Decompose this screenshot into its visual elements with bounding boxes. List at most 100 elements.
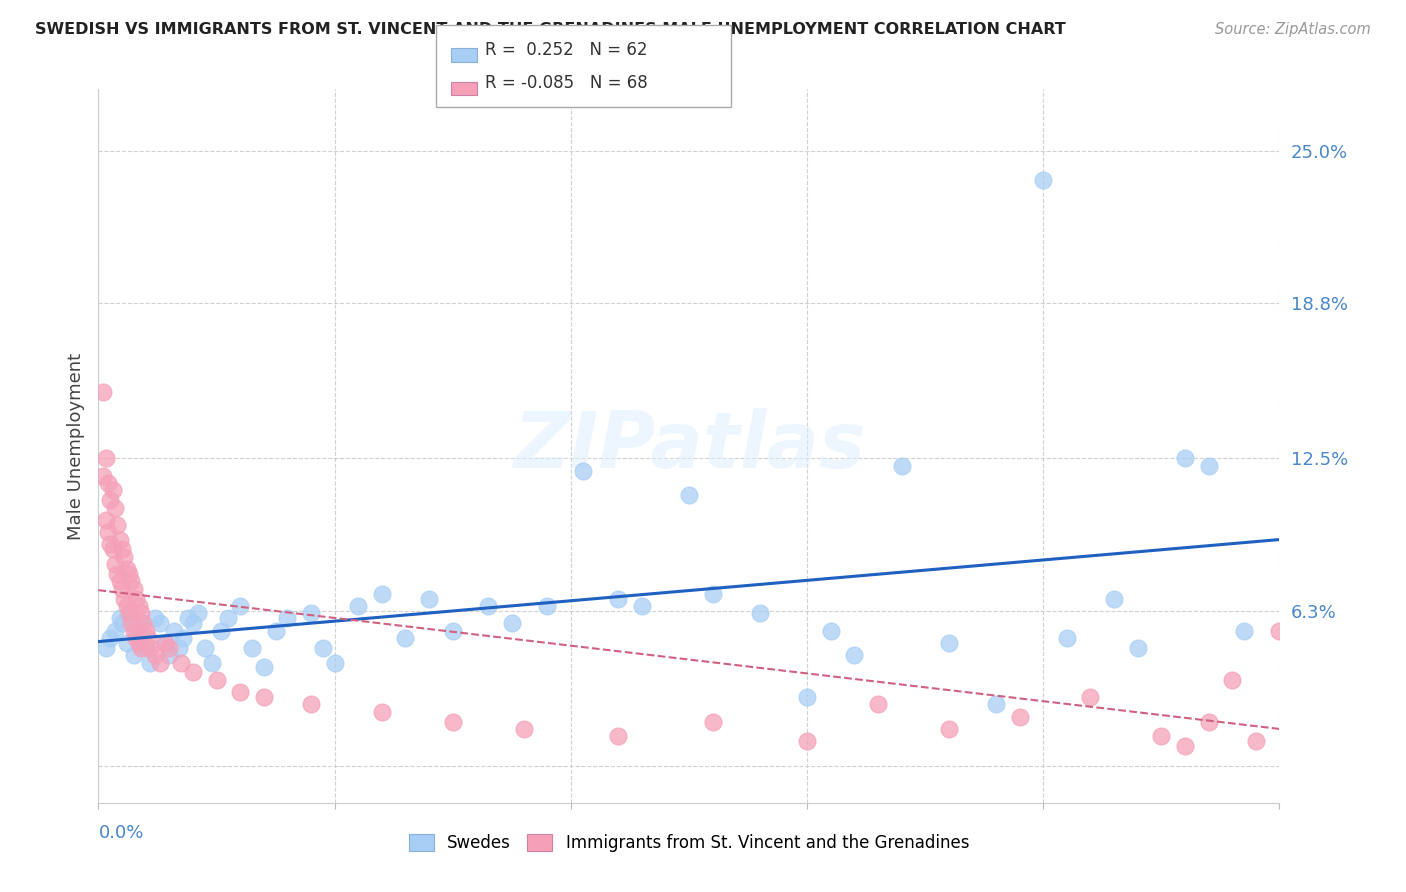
Y-axis label: Male Unemployment: Male Unemployment (66, 352, 84, 540)
Point (1008, 709, 1031, 723)
Point (240, 640, 263, 655)
Point (91, 384, 114, 399)
Point (94, 513, 117, 527)
Point (394, 631, 416, 645)
Point (441, 714, 464, 729)
Point (607, 730, 630, 744)
Point (1032, 173, 1054, 187)
Point (181, 665, 204, 680)
Point (201, 656, 224, 670)
Point (98, 631, 121, 645)
Point (1268, 624, 1291, 638)
Point (170, 656, 193, 670)
Point (748, 607, 770, 621)
Point (630, 599, 652, 613)
Point (108, 533, 131, 547)
Point (108, 574, 131, 589)
Point (129, 640, 152, 655)
Point (702, 587, 724, 601)
Point (128, 636, 150, 650)
Point (121, 574, 143, 589)
Point (276, 611, 298, 625)
Point (1316, 616, 1339, 631)
Point (229, 599, 252, 613)
Point (139, 640, 162, 655)
Point (122, 624, 145, 638)
Text: R =  0.252   N = 62: R = 0.252 N = 62 (485, 41, 648, 59)
Point (125, 631, 148, 645)
Point (111, 542, 134, 557)
Point (1233, 624, 1256, 638)
Point (299, 698, 322, 712)
Point (607, 591, 630, 606)
Point (128, 599, 150, 613)
Point (194, 640, 217, 655)
Point (128, 616, 150, 631)
Point (1244, 734, 1267, 748)
Point (111, 582, 134, 596)
Point (105, 517, 128, 532)
Point (125, 624, 148, 638)
Point (264, 624, 287, 638)
Point (115, 562, 138, 576)
Point (702, 714, 724, 729)
Point (98, 537, 121, 551)
Text: ZIPatlas: ZIPatlas (513, 408, 865, 484)
Point (866, 698, 889, 712)
Point (121, 616, 143, 631)
Point (347, 599, 370, 613)
Point (536, 599, 558, 613)
Point (172, 631, 194, 645)
Point (153, 636, 176, 650)
Point (112, 591, 135, 606)
Point (796, 734, 818, 748)
Point (91, 468, 114, 483)
Point (187, 607, 209, 621)
Point (136, 631, 159, 645)
Point (157, 640, 180, 655)
Point (129, 607, 152, 621)
Point (139, 656, 162, 670)
Point (1220, 673, 1243, 687)
Point (571, 464, 593, 478)
Point (371, 705, 394, 719)
Point (157, 648, 180, 662)
Point (105, 566, 128, 581)
Point (177, 611, 200, 625)
Point (1339, 690, 1361, 704)
Point (1198, 458, 1220, 473)
Point (938, 722, 960, 736)
Text: SWEDISH VS IMMIGRANTS FROM ST. VINCENT AND THE GRENADINES MALE UNEMPLOYMENT CORR: SWEDISH VS IMMIGRANTS FROM ST. VINCENT A… (35, 22, 1066, 37)
Point (153, 636, 176, 650)
Point (1080, 690, 1102, 704)
Legend: Swedes, Immigrants from St. Vincent and the Grenadines: Swedes, Immigrants from St. Vincent and … (402, 827, 976, 859)
Point (501, 616, 523, 631)
Point (1056, 631, 1078, 645)
Point (108, 611, 131, 625)
Point (820, 624, 842, 638)
Point (132, 616, 155, 631)
Point (1150, 730, 1173, 744)
Point (129, 631, 152, 645)
Point (104, 500, 127, 515)
Point (1102, 591, 1125, 606)
Point (938, 636, 960, 650)
Point (205, 673, 228, 687)
Point (890, 458, 912, 473)
Point (118, 566, 141, 581)
Text: R = -0.085   N = 68: R = -0.085 N = 68 (485, 74, 648, 92)
Text: 0.0%: 0.0% (98, 824, 143, 842)
Point (441, 624, 464, 638)
Point (181, 616, 204, 631)
Point (796, 690, 818, 704)
Point (1174, 451, 1197, 466)
Point (125, 591, 148, 606)
Point (122, 648, 145, 662)
Point (253, 660, 276, 674)
Point (98, 493, 121, 508)
Point (112, 549, 135, 564)
Point (104, 557, 127, 571)
Point (984, 698, 1007, 712)
Point (1126, 640, 1149, 655)
Point (512, 722, 534, 736)
